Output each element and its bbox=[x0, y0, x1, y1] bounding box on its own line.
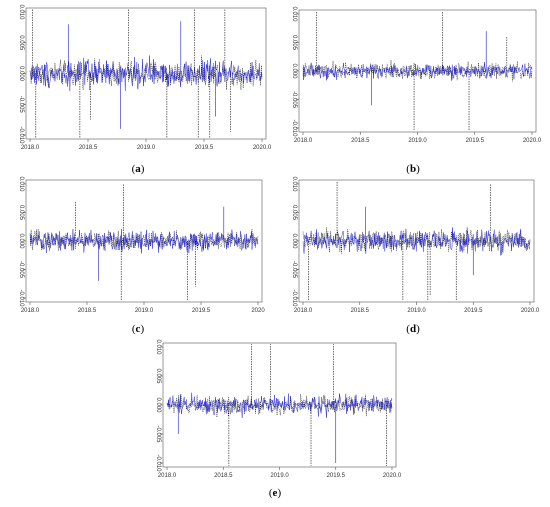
x-tick-label: 2019.0 bbox=[135, 308, 154, 314]
x-tick-label: 2019.5 bbox=[464, 308, 483, 314]
plot-frame bbox=[162, 342, 397, 468]
y-tick-label: -0.005 bbox=[291, 261, 297, 279]
chart-e: 2018.0 2018.5 2019.0 2019.5 2020.0 -0.010 -0.0… bbox=[155, 339, 402, 479]
caption-c: (c) bbox=[131, 323, 145, 335]
x-tick-label: 2019.5 bbox=[192, 308, 211, 314]
caption-b: (b) bbox=[406, 163, 420, 175]
y-tick-label: -0.010 bbox=[155, 454, 161, 472]
x-tick-label: 2019.5 bbox=[466, 138, 485, 144]
series-line bbox=[302, 227, 531, 256]
chart-b: 2018.0 2018.5 2019.0 2019.5 2020.0 -0.010 -0.0… bbox=[291, 6, 542, 144]
x-tick-label: 2020.0 bbox=[521, 308, 540, 314]
series-line bbox=[29, 228, 259, 252]
chart-panel-a: 2018.0 2018.5 2019.0 2019.5 2020.0 -0.010 -0.0… bbox=[0, 0, 275, 160]
chart-d: 2018.0 2018.5 2019.0 2019.5 2020.0 -0.010 -0.0… bbox=[291, 176, 540, 314]
y-tick-label: -0.010 bbox=[291, 119, 297, 137]
series-line bbox=[166, 394, 393, 418]
x-tick-label: 2019.5 bbox=[195, 145, 214, 151]
y-tick-label: 0.000 bbox=[18, 233, 24, 249]
chart-panel-b: 2018.0 2018.5 2019.0 2019.5 2020.0 -0.010 -0.0… bbox=[275, 0, 550, 160]
x-tick-label: 2018.5 bbox=[78, 308, 97, 314]
x-tick-label: 2018.5 bbox=[79, 145, 98, 151]
y-tick-label: 0.010 bbox=[291, 6, 297, 22]
chart-panel-e: 2018.0 2018.5 2019.0 2019.5 2020.0 -0.010 -0.0… bbox=[137, 337, 412, 487]
x-tick-label: 2018.0 bbox=[294, 308, 313, 314]
series-line bbox=[29, 55, 263, 91]
y-tick-label: 0.000 bbox=[291, 233, 297, 249]
x-tick-label: 2019.0 bbox=[408, 138, 427, 144]
y-tick-label: -0.005 bbox=[18, 96, 24, 114]
x-tick-label: 2018.5 bbox=[351, 138, 370, 144]
x-tick-label: 2018.5 bbox=[214, 473, 233, 479]
y-tick-label: -0.005 bbox=[155, 425, 161, 443]
y-tick-label: -0.010 bbox=[18, 289, 24, 307]
x-tick-label: 2020.0 bbox=[383, 473, 402, 479]
caption-a: (a) bbox=[131, 163, 145, 175]
chart-panel-d: 2018.0 2018.5 2019.0 2019.5 2020.0 -0.010 -0.0… bbox=[275, 172, 550, 322]
x-tick-label: 2019.0 bbox=[407, 308, 426, 314]
x-tick-label: 2020.0 bbox=[523, 138, 542, 144]
y-tick-label: -0.005 bbox=[18, 261, 24, 279]
series-line bbox=[29, 229, 259, 254]
x-tick-label: 2019.0 bbox=[270, 473, 289, 479]
x-tick-label: 2018.0 bbox=[294, 138, 313, 144]
y-tick-label: -0.005 bbox=[291, 91, 297, 109]
caption-e: (e) bbox=[268, 487, 282, 499]
chart-c: 2018.0 2018.5 2019.0 2019.5 2020 -0.010 -0.005… bbox=[18, 176, 265, 314]
x-tick-label: 2020.0 bbox=[253, 145, 272, 151]
y-tick-label: 0.005 bbox=[18, 205, 24, 221]
x-tick-label: 2018.0 bbox=[21, 308, 40, 314]
series-line bbox=[166, 392, 393, 418]
x-tick-label: 2018.0 bbox=[158, 473, 177, 479]
caption-d: (d) bbox=[406, 323, 420, 335]
x-tick-label: 2018.0 bbox=[21, 145, 40, 151]
y-tick-label: 0.005 bbox=[155, 368, 161, 384]
x-tick-label: 2018.5 bbox=[351, 308, 370, 314]
y-tick-label: 0.000 bbox=[155, 397, 161, 413]
y-tick-label: -0.010 bbox=[291, 289, 297, 307]
y-tick-label: 0.005 bbox=[291, 35, 297, 51]
y-tick-label: 0.010 bbox=[18, 4, 24, 20]
plot-frame bbox=[298, 9, 537, 133]
y-tick-label: 0.000 bbox=[291, 63, 297, 79]
y-tick-label: 0.000 bbox=[18, 66, 24, 82]
series-line bbox=[29, 55, 263, 91]
x-tick-label: 2019.0 bbox=[137, 145, 156, 151]
y-tick-label: 0.010 bbox=[155, 339, 161, 355]
x-tick-label: 2020 bbox=[251, 308, 265, 314]
y-tick-label: 0.010 bbox=[291, 176, 297, 192]
chart-a: 2018.0 2018.5 2019.0 2019.5 2020.0 -0.010 -0.0… bbox=[18, 4, 272, 151]
y-tick-label: -0.010 bbox=[18, 126, 24, 144]
y-tick-label: 0.005 bbox=[291, 205, 297, 221]
series-line bbox=[302, 61, 533, 81]
y-tick-label: 0.005 bbox=[18, 35, 24, 51]
x-tick-label: 2019.5 bbox=[327, 473, 346, 479]
y-tick-label: 0.010 bbox=[18, 176, 24, 192]
chart-panel-c: 2018.0 2018.5 2019.0 2019.5 2020 -0.010 -0.005… bbox=[0, 172, 275, 322]
